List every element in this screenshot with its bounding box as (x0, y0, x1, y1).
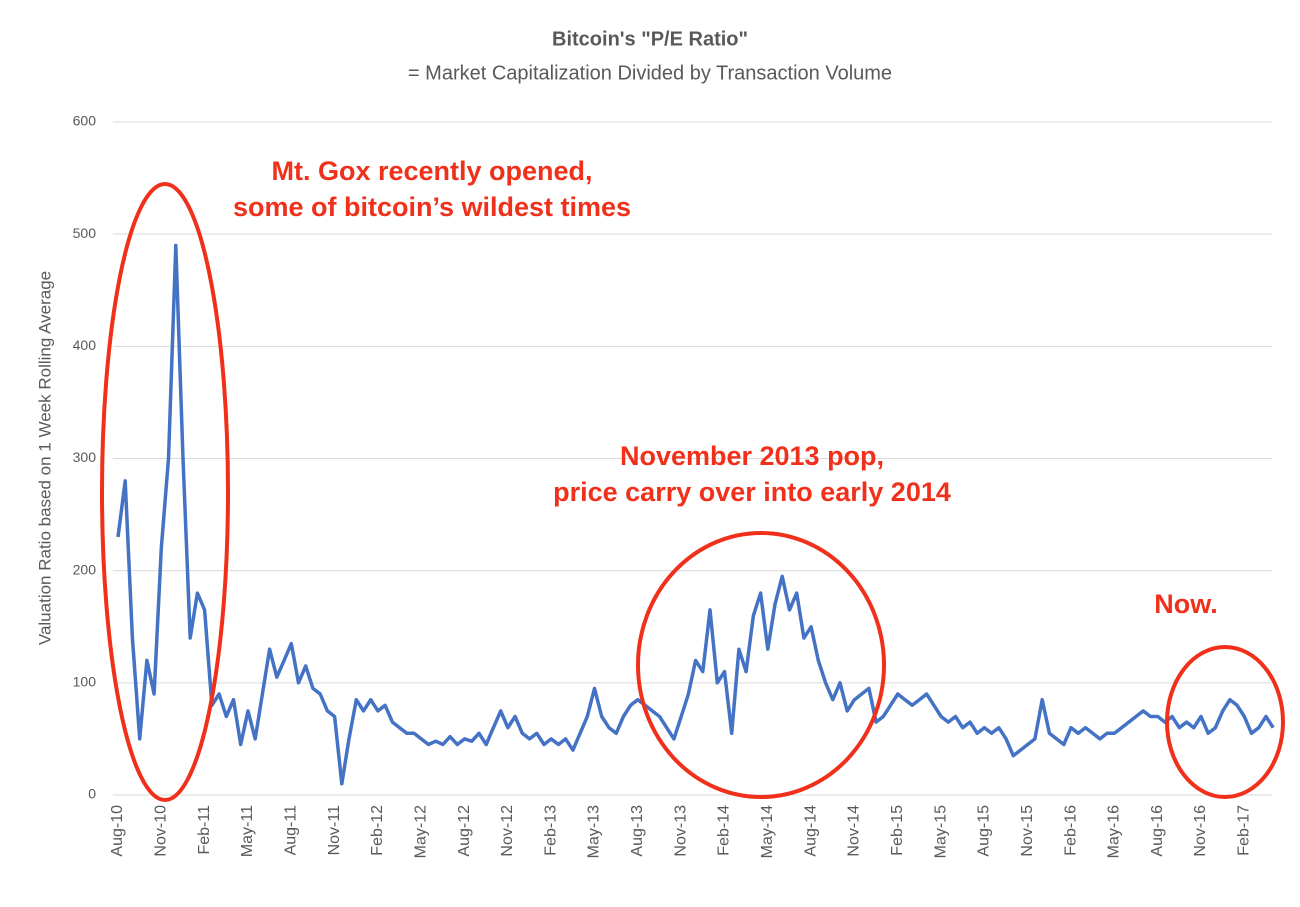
x-tick-label: Feb-17 (1236, 805, 1253, 856)
chart-title: Bitcoin's "P/E Ratio" (552, 28, 748, 50)
x-tick-label: Feb-11 (196, 805, 213, 855)
x-tick-label: May-11 (239, 805, 256, 857)
x-tick-label: Feb-15 (889, 805, 906, 856)
x-tick-label: Aug-10 (109, 805, 126, 857)
x-tick-label: Nov-10 (153, 805, 170, 857)
y-tick-label: 200 (73, 561, 97, 577)
x-tick-label: Feb-14 (716, 805, 733, 856)
annotation: Now. (1154, 589, 1218, 619)
x-tick-label: May-16 (1106, 805, 1123, 858)
x-tick-label: May-14 (759, 805, 776, 858)
plot-area: 0 100 200 300 400 500 600 Aug-10 Nov-10 Feb-11 May… (73, 113, 1275, 858)
highlight-ellipse (100, 182, 230, 802)
x-tick-label: Feb-16 (1062, 805, 1079, 856)
y-tick-label: 0 (88, 786, 96, 802)
y-tick-label: 400 (73, 337, 97, 353)
x-tick-label: Nov-15 (1019, 805, 1036, 857)
data-line (116, 243, 1275, 786)
x-tick-label: Feb-13 (542, 805, 559, 856)
x-tick-label: Nov-11 (326, 805, 343, 855)
x-tick-label: Aug-15 (976, 805, 993, 857)
annotation: November 2013 pop, (620, 441, 884, 471)
x-tick-label: Nov-16 (1192, 805, 1209, 857)
x-tick-label: Feb-12 (369, 805, 386, 856)
y-tick-label: 100 (73, 674, 97, 690)
x-tick-label: Aug-12 (456, 805, 473, 857)
x-tick-label: May-12 (412, 805, 429, 858)
x-tick-label: May-13 (586, 805, 603, 858)
highlight-ellipse (636, 531, 886, 799)
x-tick-label: Nov-14 (846, 805, 863, 857)
x-tick-label: Aug-11 (282, 805, 299, 856)
highlight-ellipse (1165, 645, 1285, 799)
y-axis-label: Valuation Ratio based on 1 Week Rolling … (35, 271, 54, 645)
annotation: price carry over into early 2014 (553, 477, 951, 507)
y-tick-label: 500 (73, 225, 97, 241)
x-tick-label: Aug-13 (629, 805, 646, 857)
chart-subtitle: = Market Capitalization Divided by Trans… (408, 62, 892, 84)
x-tick-label: Aug-16 (1149, 805, 1166, 857)
annotation: Mt. Gox recently opened, (271, 156, 592, 186)
x-tick-label: Nov-13 (672, 805, 689, 857)
x-tick-label: Nov-12 (499, 805, 516, 857)
annotation: some of bitcoin’s wildest times (233, 192, 631, 222)
x-tick-label: May-15 (932, 805, 949, 858)
y-tick-label: 300 (73, 449, 97, 465)
y-tick-label: 600 (73, 113, 97, 129)
x-tick-label: Aug-14 (802, 805, 819, 857)
